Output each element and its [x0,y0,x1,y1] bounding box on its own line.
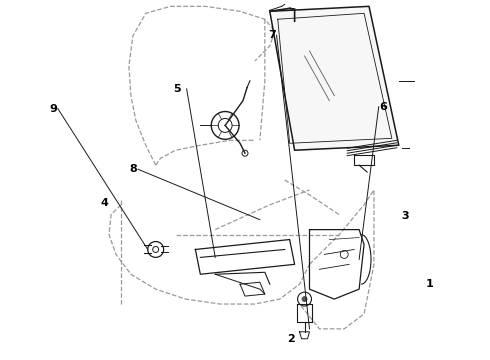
Text: 7: 7 [268,30,275,40]
Circle shape [301,296,308,302]
Text: 2: 2 [287,334,295,344]
Polygon shape [270,6,399,150]
Text: 5: 5 [173,84,181,94]
Text: 9: 9 [49,104,57,113]
Text: 1: 1 [426,279,434,289]
Text: 8: 8 [129,164,137,174]
Text: 6: 6 [380,102,388,112]
Text: 3: 3 [402,211,409,221]
Text: 4: 4 [100,198,108,208]
